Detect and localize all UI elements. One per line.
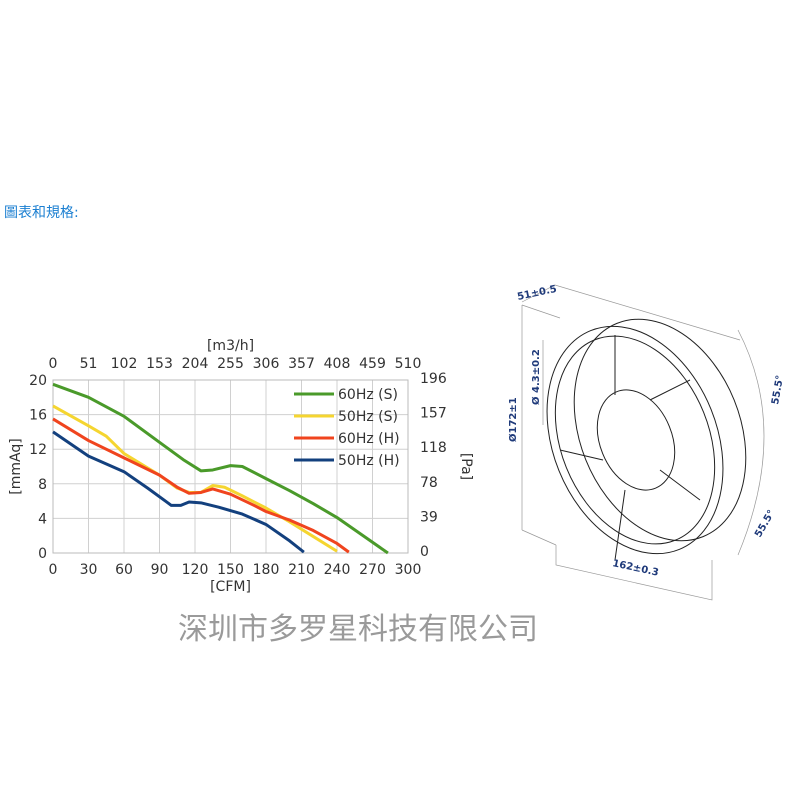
y2-tick-label: 157 [420, 406, 447, 422]
series-line-3 [52, 430, 305, 554]
legend-label-1: 50Hz (S) [338, 409, 398, 425]
y-tick-label: 0 [38, 546, 47, 562]
x2-tick-label: 153 [146, 356, 173, 372]
y2-axis-label: [Pa] [458, 453, 474, 480]
y2-tick-label: 196 [420, 371, 447, 387]
y-tick-label: 4 [38, 511, 47, 527]
y2-tick-label: 118 [420, 440, 447, 456]
x2-axis-label: [m3/h] [207, 338, 254, 354]
x2-tick-label: 306 [253, 356, 280, 372]
series-line-2 [52, 417, 350, 554]
y-tick-label: 16 [29, 408, 47, 424]
x2-tick-label: 51 [80, 356, 98, 372]
x2-tick-label: 510 [395, 356, 422, 372]
x2-tick-label: 204 [182, 356, 209, 372]
watermark: 深圳市多罗星科技有限公司 [178, 612, 538, 647]
legend-label-2: 60Hz (H) [338, 431, 400, 447]
x-tick-label: 180 [253, 562, 280, 578]
x2-tick-label: 0 [49, 356, 58, 372]
x-tick-label: 240 [324, 562, 351, 578]
x-tick-label: 270 [359, 562, 386, 578]
y2-tick-label: 39 [420, 509, 438, 525]
y2-tick-label: 78 [420, 475, 438, 491]
x2-tick-label: 255 [217, 356, 244, 372]
x2-tick-label: 408 [324, 356, 351, 372]
y2-tick-label: 0 [420, 544, 429, 560]
y-tick-label: 8 [38, 477, 47, 493]
x2-tick-label: 102 [111, 356, 138, 372]
legend-label-3: 50Hz (H) [338, 453, 400, 469]
legend-label-0: 60Hz (S) [338, 387, 398, 403]
y-axis-label: [mmAq] [8, 438, 24, 494]
section-heading: 圖表和規格: [4, 205, 79, 221]
x2-tick-label: 357 [288, 356, 315, 372]
x-axis-label: [CFM] [210, 579, 251, 595]
x-tick-label: 30 [80, 562, 98, 578]
x-tick-label: 90 [151, 562, 169, 578]
plot-area [52, 379, 409, 554]
x-tick-label: 60 [115, 562, 133, 578]
x-tick-label: 0 [49, 562, 58, 578]
series-line-0 [52, 382, 389, 555]
x-tick-label: 150 [217, 562, 244, 578]
x-tick-label: 210 [288, 562, 315, 578]
y-tick-label: 12 [29, 442, 47, 458]
x-tick-label: 300 [395, 562, 422, 578]
x-tick-label: 120 [182, 562, 209, 578]
y-tick-label: 20 [29, 373, 47, 389]
x2-tick-label: 459 [359, 356, 386, 372]
